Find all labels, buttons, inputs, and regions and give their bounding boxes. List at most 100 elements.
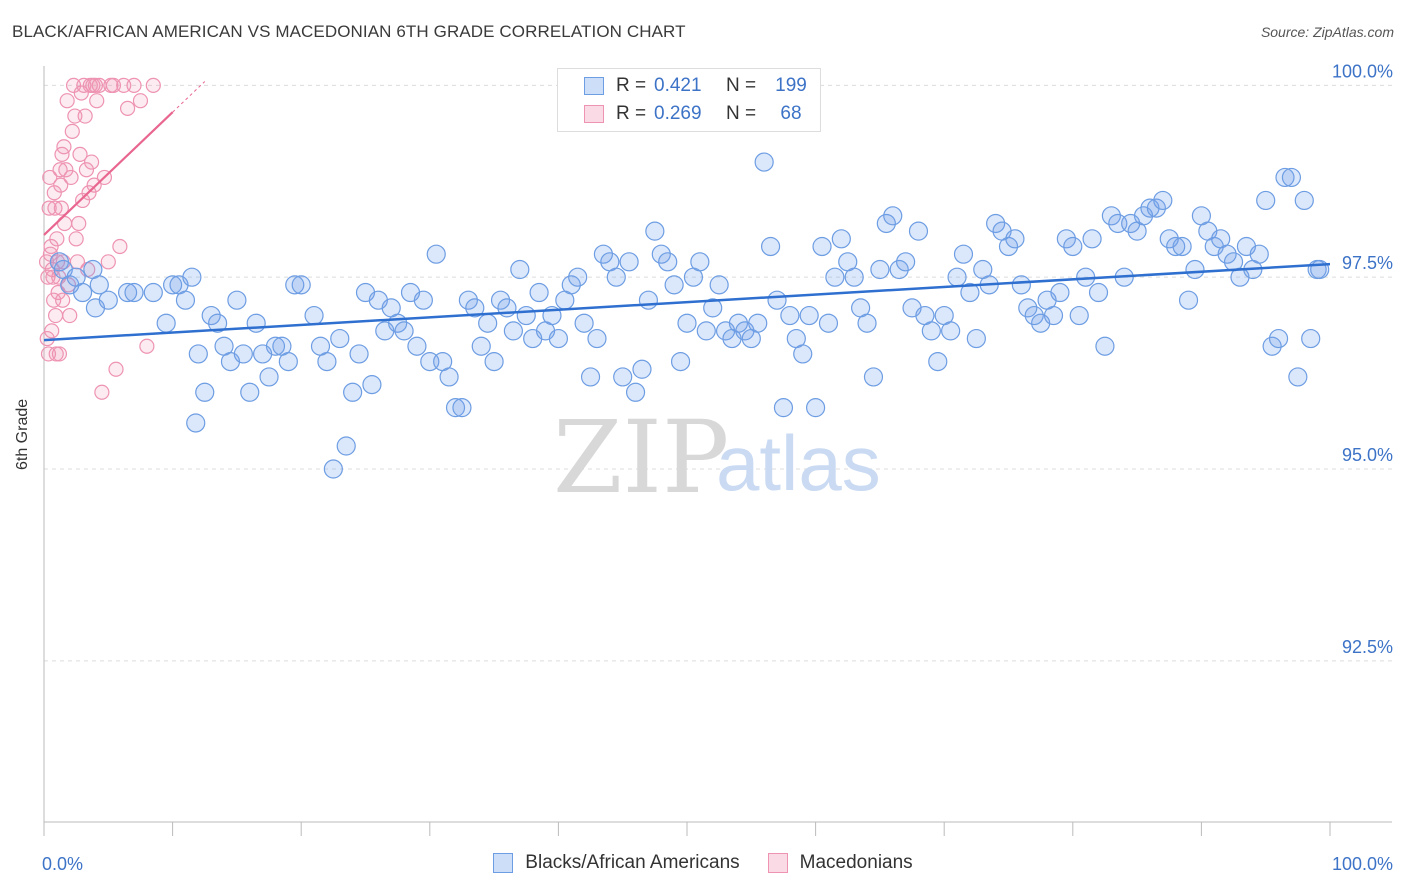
- data-point-macedonian: [71, 215, 87, 232]
- watermark-zip: ZIP: [553, 399, 729, 516]
- data-point-black: [343, 382, 363, 402]
- data-point-black: [278, 351, 298, 372]
- data-point-macedonian: [40, 346, 57, 362]
- data-point-macedonian: [119, 100, 136, 116]
- data-point-black: [1172, 236, 1192, 257]
- data-point-black: [760, 236, 781, 257]
- data-point-black: [516, 305, 536, 326]
- data-point-macedonian: [62, 307, 78, 324]
- legend-label-macedonians: Macedonians: [799, 852, 913, 873]
- data-point-black: [156, 313, 176, 333]
- data-point-macedonian: [44, 323, 60, 339]
- n-value: 199: [775, 75, 807, 96]
- data-point-black: [574, 313, 594, 333]
- data-point-macedonian: [67, 108, 83, 124]
- data-point-black: [124, 282, 144, 303]
- data-point-black: [908, 221, 929, 241]
- legend-row-macedonians: R = 0.269 N = 68: [558, 100, 811, 128]
- n-label: N =: [726, 75, 757, 96]
- legend-label-blacks: Blacks/African Americans: [525, 852, 740, 873]
- data-point-macedonian: [43, 238, 59, 255]
- data-point-black: [182, 267, 202, 287]
- legend-item-macedonians[interactable]: Macedonians: [767, 852, 913, 874]
- data-point-black: [998, 236, 1019, 257]
- data-point-black: [844, 267, 864, 287]
- data-point-black: [233, 344, 253, 364]
- data-point-black: [1217, 244, 1237, 264]
- series-legend: Blacks/African Americans Macedonians: [0, 852, 1406, 874]
- data-point-black: [928, 351, 948, 372]
- data-point-black: [1294, 190, 1314, 211]
- data-point-black: [1275, 167, 1295, 188]
- data-point-black: [870, 259, 890, 280]
- source-label: Source: ZipAtlas.com: [1260, 24, 1394, 40]
- n-label: N =: [726, 103, 757, 124]
- data-point-black: [458, 290, 478, 310]
- watermark-atlas: atlas: [716, 419, 881, 507]
- y-axis-label: 6th Grade: [14, 398, 31, 470]
- data-point-black: [896, 252, 916, 272]
- data-point-black: [117, 282, 138, 303]
- r-label: R =: [616, 75, 647, 96]
- data-point-black: [478, 313, 498, 333]
- data-point-macedonian: [77, 108, 93, 124]
- data-point-black: [793, 344, 813, 364]
- data-point-macedonian: [87, 77, 104, 93]
- data-point-macedonian: [53, 177, 69, 193]
- x-tick-label: 0.0%: [42, 854, 83, 874]
- data-point-black: [1056, 229, 1076, 249]
- data-point-macedonian: [45, 269, 61, 285]
- stats-legend: R = 0.421 N = 199 R = 0.269 N = 68: [557, 68, 821, 132]
- data-point-black: [748, 313, 768, 333]
- data-point-macedonian: [64, 123, 80, 139]
- data-point-macedonian: [126, 77, 142, 93]
- data-point-macedonian: [40, 269, 56, 285]
- data-point-black: [285, 275, 305, 295]
- data-point-macedonian: [108, 361, 124, 377]
- data-point-black: [227, 290, 247, 310]
- data-point-macedonian: [112, 238, 128, 255]
- data-point-black: [960, 282, 980, 303]
- data-point-black: [677, 313, 697, 333]
- data-point-black: [1005, 229, 1025, 249]
- data-point-macedonian: [47, 307, 64, 324]
- data-point-black: [349, 344, 369, 364]
- data-point-macedonian: [139, 338, 155, 354]
- data-point-black: [548, 328, 569, 349]
- data-point-macedonian: [53, 200, 69, 216]
- data-point-black: [619, 252, 639, 272]
- data-point-black: [825, 267, 845, 287]
- data-point-black: [240, 382, 260, 402]
- data-point-black: [593, 244, 614, 264]
- data-point-black: [1178, 290, 1199, 310]
- data-point-macedonian: [86, 177, 102, 193]
- data-point-black: [471, 336, 491, 356]
- legend-item-blacks[interactable]: Blacks/African Americans: [493, 852, 740, 874]
- data-point-black: [439, 367, 459, 387]
- data-point-black: [426, 244, 446, 264]
- data-point-black: [1256, 190, 1276, 211]
- data-point-black: [799, 305, 819, 326]
- legend-swatch-pink: [584, 105, 604, 123]
- data-point-black: [1249, 244, 1269, 264]
- data-point-black: [1043, 305, 1064, 326]
- data-point-macedonian: [42, 169, 58, 186]
- data-point-macedonian: [59, 93, 75, 109]
- data-point-macedonian: [49, 231, 65, 247]
- data-point-black: [831, 229, 851, 249]
- data-point-black: [246, 313, 266, 333]
- data-point-black: [72, 282, 93, 303]
- data-point-macedonian: [132, 93, 149, 109]
- data-point-black: [304, 305, 324, 326]
- data-point-macedonian: [52, 162, 68, 178]
- data-point-black: [857, 313, 877, 333]
- r-value: 0.421: [654, 75, 702, 96]
- data-point-macedonian: [58, 162, 74, 178]
- trend-line-macedonians: [43, 111, 174, 236]
- data-point-black: [208, 313, 228, 333]
- data-point-black: [754, 152, 774, 172]
- legend-swatch-blue: [584, 77, 604, 95]
- data-point-macedonian: [105, 77, 122, 93]
- data-point-black: [323, 459, 343, 479]
- data-point-black: [606, 267, 626, 287]
